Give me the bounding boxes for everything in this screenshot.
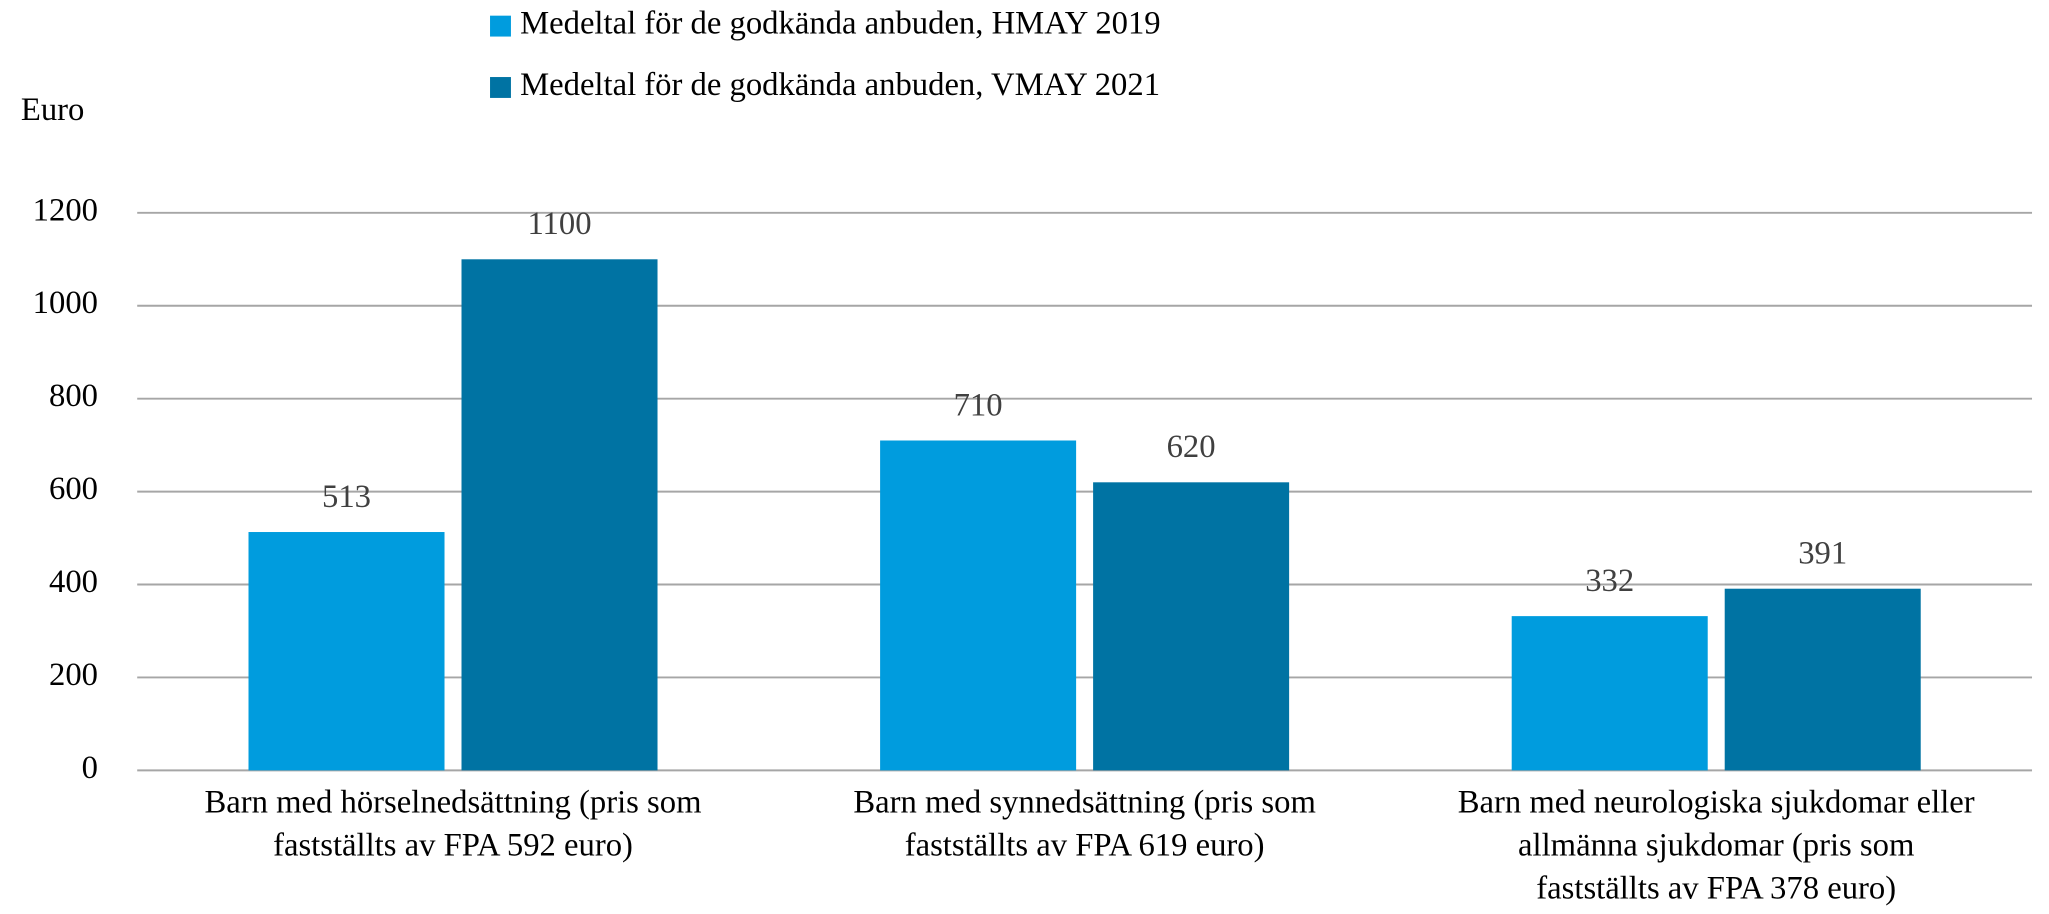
data-label: 513	[322, 479, 371, 515]
data-label: 391	[1798, 536, 1847, 572]
y-tick-label: 1200	[33, 192, 98, 228]
bar	[461, 259, 658, 771]
y-tick-label: 800	[49, 378, 98, 414]
y-tick-label: 400	[49, 564, 98, 600]
bar	[248, 532, 445, 771]
y-tick-label: 200	[49, 657, 98, 693]
bar	[1093, 482, 1290, 771]
legend-label: Medeltal för de godkända anbuden, HMAY 2…	[520, 6, 1161, 42]
x-tick-label: Barn med hörselnedsättning (pris som fast…	[205, 784, 702, 863]
x-tick-label: Barn med neurologiska sjukdomar eller all…	[1458, 784, 1975, 906]
y-tick-label: 1000	[33, 285, 98, 321]
legend-swatch	[490, 77, 511, 98]
data-label: 1100	[527, 206, 591, 242]
y-tick-label: 600	[49, 471, 98, 507]
data-label: 710	[954, 387, 1003, 423]
bar	[1724, 588, 1921, 771]
data-label: 620	[1167, 429, 1216, 465]
y-tick-label: 0	[82, 750, 98, 786]
x-tick-label: Barn med synnedsättning (pris som faststä…	[853, 784, 1316, 863]
legend-swatch	[490, 15, 511, 37]
bar	[1511, 616, 1708, 771]
legend-label: Medeltal för de godkända anbuden, VMAY 2…	[520, 67, 1160, 103]
y-axis-label: Euro	[21, 92, 84, 128]
data-label: 332	[1585, 563, 1634, 599]
bar	[880, 440, 1077, 771]
